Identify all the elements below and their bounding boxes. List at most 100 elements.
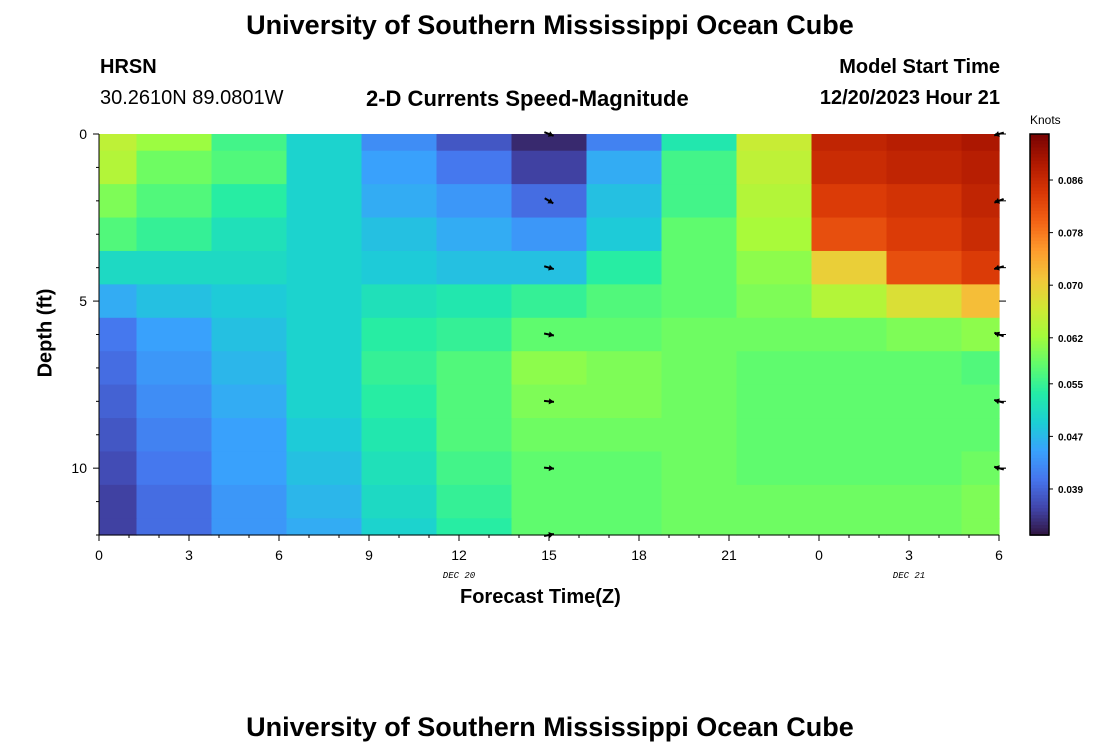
heatmap-cell	[661, 184, 738, 219]
heatmap-cell	[736, 518, 813, 536]
heatmap-cell	[511, 351, 588, 386]
heatmap-cell	[211, 217, 288, 252]
x-tick-label: 3	[185, 547, 193, 563]
heatmap-cell	[586, 184, 663, 219]
heatmap-cell	[586, 150, 663, 185]
colorbar-segment	[1030, 287, 1049, 292]
heatmap-cell	[886, 150, 963, 185]
heatmap-cell	[886, 518, 963, 536]
colorbar-segment	[1030, 351, 1049, 356]
x-tick-label: 15	[541, 547, 557, 563]
colorbar-segment	[1030, 521, 1049, 526]
heatmap-cell	[811, 217, 888, 252]
colorbar-segment	[1030, 291, 1049, 296]
vector-head	[547, 198, 554, 204]
colorbar-segment	[1030, 150, 1049, 155]
station-name: HRSN	[100, 56, 157, 78]
colorbar-segment	[1030, 494, 1049, 500]
heatmap-cell	[361, 317, 438, 352]
colorbar-segment	[1030, 297, 1049, 302]
heatmap-cell	[736, 184, 813, 219]
heatmap-cell	[436, 150, 513, 185]
heatmap-cell	[736, 484, 813, 519]
colorbar-segment	[1030, 511, 1049, 516]
heatmap-cell	[661, 351, 738, 386]
heatmap-cell	[661, 484, 738, 519]
x-tick-label: 12	[451, 547, 467, 563]
heatmap-cell	[736, 384, 813, 419]
colorbar: 0.086 0.078 0.070 0.062 0.055 0.047 0.039	[1029, 133, 1083, 536]
heatmap-cell	[436, 518, 513, 536]
heatmap-cell	[586, 284, 663, 319]
heatmap-cell	[586, 484, 663, 519]
colorbar-segment	[1030, 237, 1049, 242]
colorbar-tick-label: 0.055	[1058, 380, 1083, 391]
heatmap-cell	[586, 384, 663, 419]
heatmap-cell	[736, 217, 813, 252]
heatmap-cell	[886, 217, 963, 252]
heatmap-cell	[361, 184, 438, 219]
colorbar-segment	[1030, 134, 1049, 139]
colorbar-segment	[1030, 267, 1049, 272]
model-start-value: 12/20/2023 Hour 21	[819, 87, 1000, 109]
colorbar-segment	[1030, 284, 1049, 289]
colorbar-segment	[1030, 491, 1049, 496]
heatmap-cell	[961, 518, 1000, 536]
heatmap-cell	[586, 317, 663, 352]
heatmap-cell	[736, 150, 813, 185]
heatmap-cell	[961, 250, 1000, 285]
heatmap-cell	[586, 418, 663, 453]
colorbar-segment	[1030, 387, 1049, 393]
colorbar-segment	[1030, 431, 1049, 436]
vector-head	[548, 264, 554, 271]
heatmap-cell	[586, 134, 663, 152]
heatmap-cell	[286, 317, 363, 352]
heatmap-cell	[361, 250, 438, 285]
colorbar-segment	[1030, 514, 1049, 520]
heatmap-cell	[211, 351, 288, 386]
colorbar-segment	[1030, 264, 1049, 269]
heatmap-cell	[286, 134, 363, 152]
heatmap-cell	[286, 518, 363, 536]
colorbar-segment	[1030, 344, 1049, 349]
colorbar-segment	[1030, 377, 1049, 383]
current-vector	[543, 131, 555, 137]
colorbar-segment	[1030, 434, 1049, 439]
colorbar-segment	[1030, 240, 1049, 246]
heatmap-cell	[661, 317, 738, 352]
heatmap-cell	[211, 418, 288, 453]
colorbar-segment	[1030, 217, 1049, 222]
colorbar-segment	[1030, 194, 1049, 199]
heatmap-cell	[886, 351, 963, 386]
colorbar-segment	[1030, 164, 1049, 169]
colorbar-frame	[1029, 133, 1050, 536]
x-tick-label: 6	[275, 547, 283, 563]
heatmap-cell	[811, 418, 888, 453]
current-vector	[543, 331, 555, 338]
colorbar-segment	[1030, 207, 1049, 212]
colorbar-tick-label: 0.086	[1058, 176, 1083, 187]
date-label: DEC 21	[893, 571, 925, 581]
y-axis-label: Depth (ft)	[34, 288, 57, 378]
colorbar-segment	[1030, 157, 1049, 162]
colorbar-segment	[1030, 160, 1049, 165]
current-vector	[543, 465, 555, 472]
heatmap-cell	[436, 217, 513, 252]
heatmap-cell	[286, 284, 363, 319]
colorbar-segment	[1030, 277, 1049, 282]
x-tick-label: 21	[721, 547, 737, 563]
heatmap-cell	[736, 317, 813, 352]
colorbar-segment	[1030, 414, 1049, 419]
colorbar-segment	[1030, 210, 1049, 215]
colorbar-segment	[1030, 464, 1049, 469]
heatmap-cell	[436, 184, 513, 219]
colorbar-segment	[1030, 458, 1049, 463]
heatmap-cell	[886, 317, 963, 352]
colorbar-segment	[1030, 357, 1049, 363]
heatmap-cell	[736, 250, 813, 285]
colorbar-segment	[1030, 187, 1049, 192]
heatmap-cells	[99, 134, 1000, 536]
heatmap-cell	[361, 217, 438, 252]
heatmap-cell	[661, 250, 738, 285]
heatmap-cell	[436, 134, 513, 152]
